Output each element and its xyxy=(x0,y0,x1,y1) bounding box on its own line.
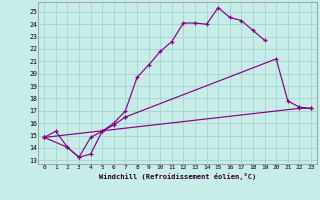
X-axis label: Windchill (Refroidissement éolien,°C): Windchill (Refroidissement éolien,°C) xyxy=(99,173,256,180)
